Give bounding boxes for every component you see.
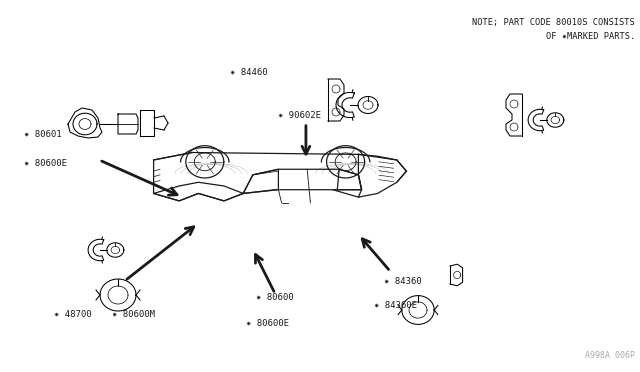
Text: ✷ 90602E: ✷ 90602E [278, 111, 321, 120]
Text: ✷ 80601: ✷ 80601 [24, 129, 62, 138]
Text: ✷ 80600E: ✷ 80600E [24, 159, 67, 168]
Text: ✷ 80600E: ✷ 80600E [246, 319, 289, 328]
Text: ✷ 84360: ✷ 84360 [384, 276, 422, 285]
Text: ✷ 84360E: ✷ 84360E [374, 301, 417, 310]
Text: OF ✷MARKED PARTS.: OF ✷MARKED PARTS. [546, 32, 635, 41]
Text: NOTE; PART CODE 80010S CONSISTS: NOTE; PART CODE 80010S CONSISTS [472, 18, 635, 27]
Text: ✷ 80600M: ✷ 80600M [112, 310, 155, 319]
Text: ✷ 48700: ✷ 48700 [54, 310, 92, 319]
Text: ✷ 84460: ✷ 84460 [230, 68, 268, 77]
Text: ✷ 80600: ✷ 80600 [256, 293, 294, 302]
Text: A998A 006P: A998A 006P [585, 351, 635, 360]
